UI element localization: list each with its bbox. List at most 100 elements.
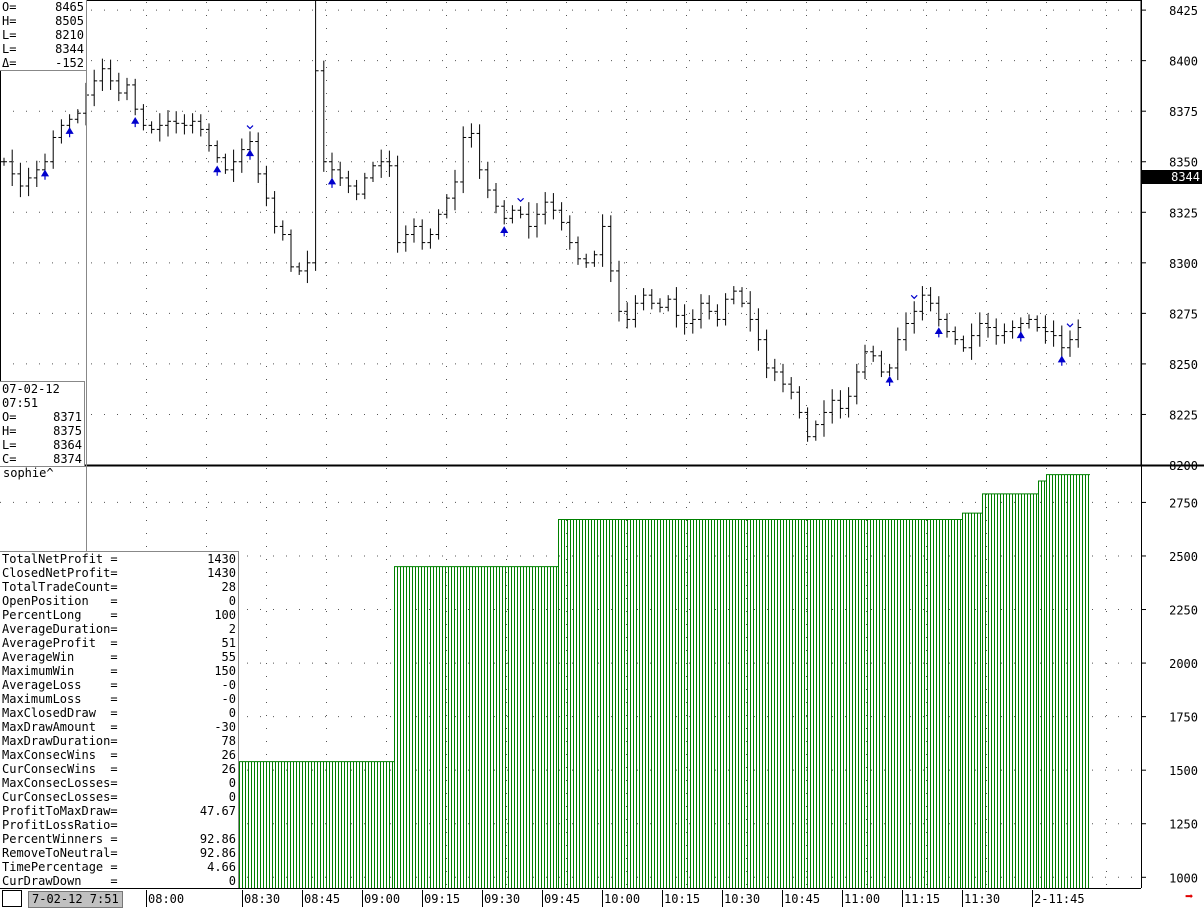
price-bar xyxy=(976,312,983,347)
bar-info-row: C= 8374 xyxy=(2,452,82,466)
price-bar xyxy=(1067,330,1073,357)
stat-value: 0 xyxy=(228,594,236,608)
price-bar xyxy=(878,350,885,378)
bar-info-date: 07-02-12 xyxy=(2,382,60,396)
entry-marker-icon xyxy=(245,149,255,160)
price-bar xyxy=(9,149,16,186)
price-bar xyxy=(435,209,442,240)
price-bar xyxy=(99,58,106,91)
price-bar xyxy=(788,377,795,400)
price-bar xyxy=(837,390,844,419)
stat-value: 28 xyxy=(221,580,236,594)
stat-value: 0 xyxy=(228,776,236,790)
price-bar xyxy=(1017,317,1024,334)
stat-row: ClosedNetProfit= 1430 xyxy=(2,566,236,580)
price-bar xyxy=(845,387,852,418)
ohlc-summary-row: O= 8465 xyxy=(2,0,84,14)
price-bar xyxy=(74,109,81,124)
ohlc-summary-value: 8505 xyxy=(55,14,84,28)
scroll-right-arrow-icon[interactable]: ➡ xyxy=(1185,889,1194,905)
stat-value: 1430 xyxy=(207,552,236,566)
price-bar xyxy=(771,358,778,382)
price-tick-label: 8200 xyxy=(1169,459,1198,473)
price-bar xyxy=(689,309,696,334)
stat-label: PercentWinners = xyxy=(2,832,118,846)
stat-row: TimePercentage = 4.66 xyxy=(2,860,236,874)
price-bar xyxy=(115,72,122,102)
stat-value: 26 xyxy=(221,762,236,776)
price-bar xyxy=(132,78,139,116)
price-tick-label: 8250 xyxy=(1169,358,1198,372)
price-bar xyxy=(796,386,803,419)
stat-value: 55 xyxy=(221,650,236,664)
price-bar xyxy=(870,345,877,362)
price-bar xyxy=(927,287,934,312)
price-bar xyxy=(140,104,147,131)
entry-marker-icon xyxy=(40,169,50,180)
price-bar xyxy=(624,302,631,329)
price-bar xyxy=(173,111,180,134)
price-bar xyxy=(550,193,557,220)
price-bar xyxy=(853,363,860,405)
cursor-indicator[interactable] xyxy=(2,890,22,907)
stat-label: PercentLong = xyxy=(2,608,118,622)
stat-row: CurDrawDown = 0 xyxy=(2,874,236,888)
stat-row: MaximumWin = 150 xyxy=(2,664,236,678)
price-bar xyxy=(443,194,450,219)
stat-label: AverageWin = xyxy=(2,650,118,664)
stat-value: 150 xyxy=(214,664,236,678)
bar-info-value: 8364 xyxy=(53,438,82,452)
stat-label: MaxDrawAmount = xyxy=(2,720,118,734)
ohlc-summary-label: L= xyxy=(2,42,17,56)
price-bar xyxy=(17,162,24,198)
price-bar xyxy=(1042,315,1049,344)
price-bar xyxy=(1075,319,1082,348)
x-tick-label: 09:00 xyxy=(364,892,400,906)
price-bar xyxy=(985,313,991,338)
price-bar xyxy=(271,191,278,234)
price-bar xyxy=(1058,325,1065,358)
price-bar xyxy=(829,389,836,424)
bar-info-label: O= xyxy=(2,410,17,424)
ohlc-summary-label: L= xyxy=(2,28,17,42)
bar-info-box: 07-02-12 07:51 O= 8371 H= 8375 L= 8364 C= 8374 xyxy=(0,381,85,467)
price-bar xyxy=(197,114,204,137)
bar-info-label: H= xyxy=(2,424,17,438)
stat-value: 78 xyxy=(221,734,236,748)
stat-label: AverageLoss = xyxy=(2,678,118,692)
stat-row: CurConsecLosses= 0 xyxy=(2,790,236,804)
entry-marker-icon xyxy=(1057,355,1066,366)
ohlc-summary-label: O= xyxy=(2,0,17,14)
price-bar xyxy=(411,218,417,243)
x-tick-label: 09:15 xyxy=(424,892,460,906)
x-tick-label: 10:00 xyxy=(604,892,640,906)
price-bar xyxy=(525,202,532,239)
price-bar xyxy=(288,229,294,272)
price-bar xyxy=(419,219,426,250)
price-bar xyxy=(566,215,573,250)
price-bar xyxy=(919,286,926,321)
price-bar xyxy=(386,150,393,177)
price-bar xyxy=(214,140,221,163)
price-bar xyxy=(673,287,680,328)
price-bar xyxy=(960,335,967,352)
price-bar xyxy=(148,121,155,134)
price-bar xyxy=(476,124,483,179)
stat-row: OpenPosition = 0 xyxy=(2,594,236,608)
stat-value: 47.67 xyxy=(199,804,236,818)
price-bar xyxy=(230,149,237,182)
price-bar xyxy=(304,250,311,284)
price-bar xyxy=(107,59,114,90)
price-bar xyxy=(452,169,458,211)
price-tick-label: 8425 xyxy=(1169,4,1198,18)
price-bar xyxy=(1001,323,1008,344)
price-bar xyxy=(468,123,475,148)
stat-value: 100 xyxy=(214,608,236,622)
price-bar xyxy=(222,153,229,174)
price-bar xyxy=(648,289,655,310)
stat-row: MaxConsecLosses= 0 xyxy=(2,776,236,790)
price-bar xyxy=(402,225,409,252)
price-bar xyxy=(353,179,360,201)
